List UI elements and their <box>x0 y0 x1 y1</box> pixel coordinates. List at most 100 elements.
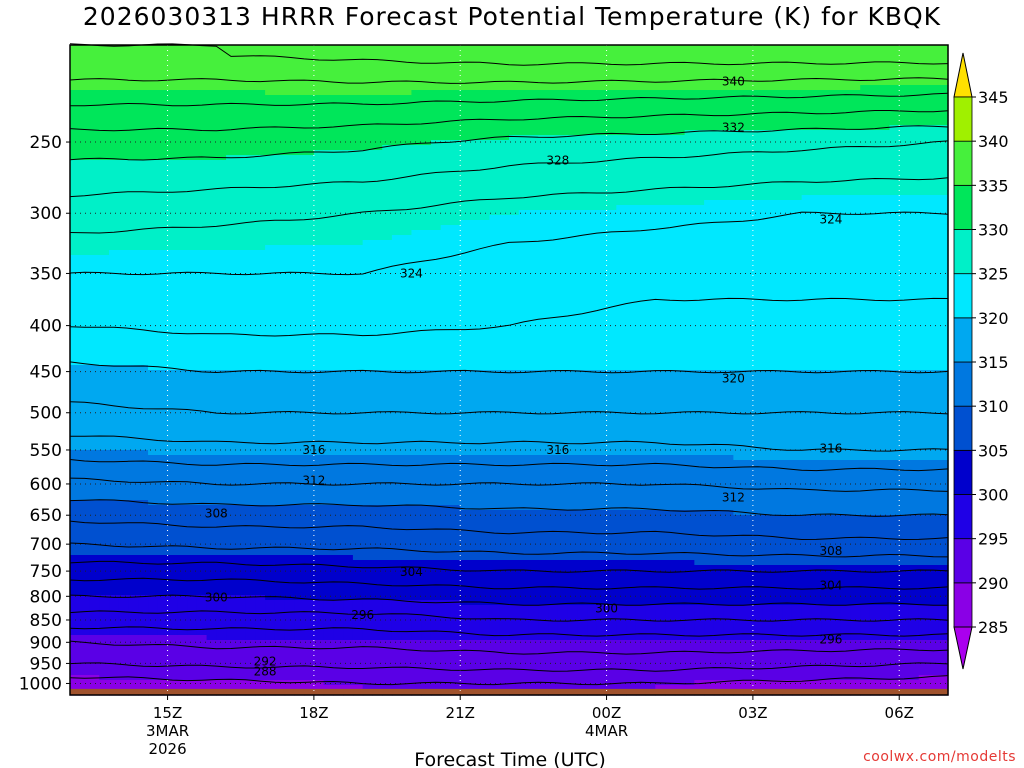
theta-cell <box>626 60 637 66</box>
theta-cell <box>752 290 764 296</box>
theta-cell <box>674 290 686 296</box>
theta-cell <box>450 195 461 201</box>
theta-cell <box>235 215 247 221</box>
theta-cell <box>70 175 81 181</box>
theta-cell <box>187 55 198 61</box>
theta-cell <box>723 205 734 211</box>
theta-cell <box>733 170 744 176</box>
theta-cell <box>733 250 744 256</box>
theta-cell <box>860 180 871 186</box>
theta-cell <box>421 145 432 151</box>
theta-cell <box>840 130 852 136</box>
theta-cell <box>294 45 305 51</box>
theta-cell <box>577 310 588 316</box>
theta-cell <box>518 95 530 101</box>
theta-cell <box>499 235 510 241</box>
theta-cell <box>460 120 471 126</box>
theta-cell <box>352 160 364 166</box>
theta-cell <box>899 80 910 86</box>
theta-cell <box>743 270 754 276</box>
theta-cell <box>313 60 325 66</box>
theta-cell <box>704 250 715 256</box>
theta-cell <box>479 320 491 326</box>
theta-cell <box>89 115 100 121</box>
theta-cell <box>635 240 647 246</box>
theta-cell <box>723 110 734 116</box>
theta-cell <box>557 290 569 296</box>
theta-cell <box>587 245 598 251</box>
theta-cell <box>196 275 208 281</box>
theta-cell <box>772 205 783 211</box>
theta-cell <box>245 165 256 171</box>
theta-cell <box>274 160 286 166</box>
theta-cell <box>411 255 422 261</box>
theta-cell <box>157 295 169 301</box>
theta-cell <box>372 195 383 201</box>
theta-cell <box>928 275 939 281</box>
theta-cell <box>235 135 247 141</box>
theta-cell <box>840 55 852 61</box>
theta-cell <box>606 225 617 231</box>
theta-cell <box>694 290 705 296</box>
theta-cell <box>177 255 188 261</box>
theta-cell <box>177 220 188 226</box>
theta-cell <box>743 55 754 61</box>
theta-cell <box>723 80 734 86</box>
theta-cell <box>869 260 881 266</box>
theta-cell <box>645 150 656 156</box>
theta-cell <box>70 110 81 116</box>
theta-cell <box>109 305 120 311</box>
theta-cell <box>313 90 325 96</box>
theta-cell <box>684 95 695 101</box>
theta-cell <box>538 55 549 61</box>
theta-cell <box>577 135 588 141</box>
theta-cell <box>821 220 832 226</box>
theta-cell <box>626 225 637 231</box>
theta-cell <box>928 270 939 276</box>
theta-cell <box>713 245 725 251</box>
theta-cell <box>733 130 744 136</box>
theta-cell <box>840 245 852 251</box>
theta-cell <box>626 255 637 261</box>
theta-cell <box>655 115 666 121</box>
theta-cell <box>372 85 383 91</box>
theta-cell <box>606 175 617 181</box>
theta-cell <box>304 80 315 86</box>
theta-cell <box>684 240 695 246</box>
theta-cell <box>528 165 539 171</box>
theta-cell <box>606 100 617 106</box>
theta-cell <box>138 195 149 201</box>
theta-cell <box>362 120 374 126</box>
theta-cell <box>206 50 217 56</box>
theta-cell <box>479 45 491 51</box>
theta-cell <box>479 270 491 276</box>
theta-cell <box>752 135 764 141</box>
theta-cell <box>713 265 725 271</box>
theta-cell <box>869 250 881 256</box>
theta-cell <box>743 210 754 216</box>
theta-cell <box>284 100 295 106</box>
theta-cell <box>538 50 549 56</box>
theta-cell <box>489 270 500 276</box>
theta-cell <box>723 230 734 236</box>
theta-cell <box>645 130 656 136</box>
theta-cell <box>206 105 217 111</box>
theta-cell <box>304 275 315 281</box>
theta-cell <box>567 125 578 131</box>
theta-cell <box>908 310 920 316</box>
theta-cell <box>635 60 647 66</box>
theta-cell <box>938 280 949 286</box>
theta-cell <box>479 280 491 286</box>
theta-cell <box>372 290 383 296</box>
theta-cell <box>587 45 598 51</box>
theta-cell <box>723 280 734 286</box>
theta-cell <box>177 285 188 291</box>
theta-cell <box>167 255 178 261</box>
theta-cell <box>382 195 393 201</box>
theta-cell <box>440 190 452 196</box>
theta-cell <box>157 90 169 96</box>
theta-cell <box>216 250 227 256</box>
theta-cell <box>138 155 149 161</box>
theta-cell <box>489 220 500 226</box>
theta-cell <box>401 220 413 226</box>
